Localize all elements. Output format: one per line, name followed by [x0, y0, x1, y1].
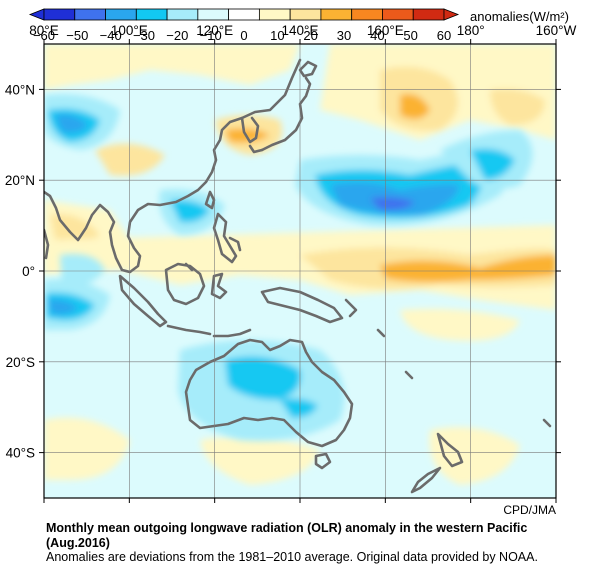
colorbar-cell — [135, 8, 168, 21]
negative-anomaly-regions — [44, 94, 533, 441]
lon-tick-label: 180° — [457, 23, 485, 38]
colorbar-tick-label: 50 — [403, 28, 417, 43]
lat-tick-label: 20°S — [6, 355, 35, 370]
colorbar-tick-label: −20 — [166, 28, 188, 43]
colorbar-tick-label: −50 — [66, 28, 88, 43]
colorbar-cell — [166, 8, 199, 21]
lon-tick-label: 100°E — [111, 23, 148, 38]
colorbar-cell — [197, 8, 230, 21]
colorbar-tick-label: 10 — [270, 28, 284, 43]
lat-tick-label: 40°N — [5, 82, 35, 97]
map-ticks: 80°E 100°E 120°E 140°E 160°E 180° 160°W 40°N 20°… — [5, 23, 577, 503]
colorbar-cell — [289, 8, 322, 21]
lon-tick-label: 120°E — [196, 23, 233, 38]
colorbar: −60 −50 −40 −30 −20 −10 0 10 20 30 40 50 60 anomalie… — [28, 8, 569, 43]
coastlines — [44, 58, 552, 494]
colorbar-unit-label: anomalies(W/m²) — [470, 9, 569, 24]
colorbar-tick-label: −30 — [133, 28, 155, 43]
colorbar-cell — [258, 8, 291, 21]
colorbar-cell — [43, 8, 76, 21]
lat-tick-label: 40°S — [6, 446, 35, 461]
colorbar-tick-label: 20 — [303, 28, 317, 43]
colorbar-cell — [320, 8, 353, 21]
colorbar-tick-label: 0 — [240, 28, 247, 43]
colorbar-tick-label: −40 — [100, 28, 122, 43]
positive-anomaly-regions — [44, 44, 556, 485]
map-gridlines — [44, 44, 556, 498]
colorbar-cell — [228, 8, 260, 21]
colorbar-tick-label: 60 — [437, 28, 451, 43]
colorbar-tick-label: −60 — [33, 28, 55, 43]
colorbar-cells — [28, 8, 460, 21]
lon-tick-label: 160°E — [367, 23, 404, 38]
colorbar-max-arrow — [443, 8, 460, 21]
colorbar-cell — [351, 8, 383, 21]
lon-tick-label: 140°E — [282, 23, 319, 38]
lat-tick-label: 0° — [22, 264, 35, 279]
colorbar-ticks: −60 −50 −40 −30 −20 −10 0 10 20 30 40 50 60 — [33, 28, 451, 43]
colorbar-cell — [382, 8, 414, 21]
lon-tick-label: 80°E — [29, 23, 58, 38]
olr-anomaly-figure: −60 −50 −40 −30 −20 −10 0 10 20 30 40 50 60 anomalie… — [5, 8, 577, 517]
colorbar-tick-label: 30 — [337, 28, 351, 43]
anomaly-field — [44, 44, 556, 498]
lon-tick-label: 160°W — [536, 23, 577, 38]
colorbar-min-arrow — [28, 8, 45, 21]
figure-title: Monthly mean outgoing longwave radiation… — [46, 521, 528, 550]
colorbar-cell — [412, 8, 445, 21]
colorbar-tick-label: 40 — [370, 28, 384, 43]
colorbar-tick-label: −10 — [200, 28, 222, 43]
map-credit: CPD/JMA — [503, 503, 556, 517]
figure-note: Anomalies are deviations from the 1981–2… — [46, 550, 538, 564]
colorbar-cell — [74, 8, 106, 21]
lat-tick-label: 20°N — [5, 173, 35, 188]
colorbar-cell — [105, 8, 137, 21]
